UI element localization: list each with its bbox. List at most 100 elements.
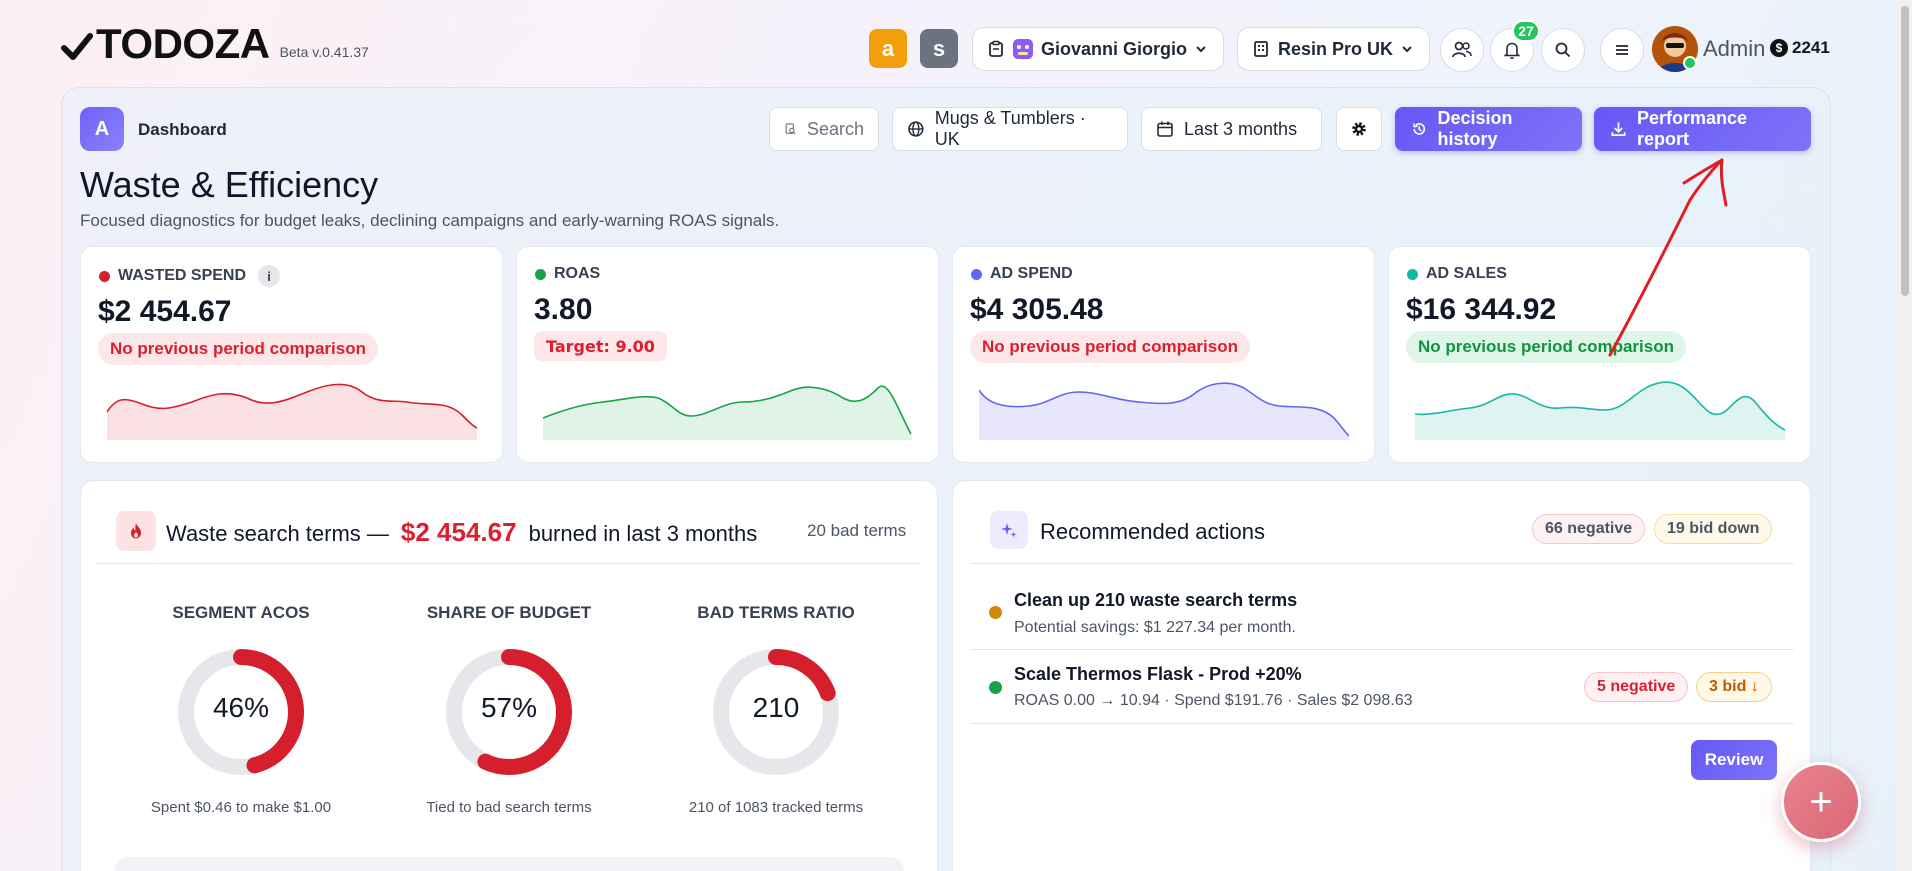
kpi-card-ad-spend[interactable]: AD SPEND $4 305.48 No previous period co… [952, 246, 1375, 463]
page-scrollbar-thumb[interactable] [1901, 6, 1909, 296]
search-field[interactable]: Search [769, 107, 879, 151]
bad-terms-count: 20 bad terms [807, 521, 907, 540]
kpi-header: ROAS [535, 265, 600, 283]
segment-label: Mugs & Tumblers · UK [934, 108, 1086, 149]
decision-history-button[interactable]: Decision history [1395, 107, 1582, 151]
chevron-down-icon [1196, 46, 1206, 53]
add-fab-button[interactable]: + [1781, 762, 1861, 842]
search-button[interactable] [1541, 28, 1585, 72]
bad-terms-ratio-gauge [713, 649, 839, 775]
gauge-arc [178, 649, 304, 775]
app-logo[interactable]: TODOZA Beta v.0.41.37 [60, 23, 369, 65]
credits-value: 2241 [1792, 38, 1830, 57]
row-divider [970, 723, 1794, 724]
avatar-image [1652, 26, 1698, 72]
quick-a-button[interactable]: a [869, 29, 907, 68]
account-name: Resin Pro UK [1278, 38, 1394, 59]
kpi-color-dot [1407, 268, 1418, 280]
workspace-selector[interactable]: Giovanni Giorgio [972, 27, 1224, 71]
top-bar: TODOZA Beta v.0.41.37 a s Giovanni Giorg… [0, 0, 1912, 90]
gauge-caption: 210 of 1083 tracked terms [688, 799, 864, 816]
chevron-down-icon [1402, 46, 1412, 53]
users-icon [1452, 41, 1472, 58]
action-title[interactable]: Clean up 210 waste search terms [1014, 590, 1298, 610]
ad-sales-sparkline [1415, 381, 1785, 440]
settings-button[interactable] [1336, 107, 1382, 151]
action-subtitle: ROAS 0.00 → 10.94 · Spend $191.76 · Sale… [1014, 692, 1413, 709]
checkmark-icon [61, 33, 93, 60]
decision-history-label: Decision history [1437, 108, 1513, 149]
credits-balance: $ 2241 [1770, 38, 1830, 58]
calendar-icon [1157, 121, 1173, 137]
online-status-dot [1683, 56, 1697, 70]
kpi-label: AD SPEND [990, 265, 1073, 282]
breadcrumb-label[interactable]: Dashboard [138, 120, 227, 139]
team-button[interactable] [1440, 28, 1484, 72]
gauge-value: 210 [752, 692, 800, 723]
gauge-caption: Tied to bad search terms [426, 799, 592, 816]
kpi-color-dot [971, 268, 982, 280]
kpi-value: $2 454.67 [98, 295, 232, 328]
coin-icon: $ [1770, 39, 1788, 57]
search-doc-icon [785, 123, 796, 135]
gauge-value: 57% [480, 692, 538, 723]
bid-down-tag: 3 bid ↓ [1696, 672, 1772, 702]
clipboard-icon [989, 40, 1003, 57]
gauge-arc [713, 649, 839, 775]
globe-icon [908, 121, 924, 137]
hamburger-menu-icon [1616, 45, 1628, 55]
kpi-value: $4 305.48 [970, 293, 1104, 326]
gauge-value: 46% [212, 692, 270, 723]
performance-report-button[interactable]: Performance report [1594, 107, 1811, 151]
gauge-arc [446, 649, 572, 775]
row-divider [970, 649, 1794, 650]
download-icon [1611, 122, 1626, 136]
waste-search-terms-card [80, 480, 938, 871]
wasted-spend-sparkline [107, 383, 477, 440]
notification-count-badge: 27 [1512, 20, 1540, 42]
user-avatar[interactable] [1652, 26, 1698, 72]
gauge-caption: Spent $0.46 to make $1.00 [150, 799, 332, 816]
info-icon[interactable]: i [258, 265, 281, 287]
page-subtitle: Focused diagnostics for budget leaks, de… [80, 211, 780, 230]
kpi-target-badge: Target: 9.00 [534, 331, 667, 361]
review-button[interactable]: Review [1691, 740, 1777, 780]
gear-icon [1352, 122, 1366, 136]
kpi-value: 3.80 [534, 293, 593, 326]
waste-card-title: Waste search terms — $2 454.67 burned in… [166, 517, 757, 548]
kpi-card-wasted-spend[interactable]: WASTED SPEND i $2 454.67 No previous per… [80, 246, 503, 463]
flame-icon [131, 523, 141, 539]
action-status-dot [989, 681, 1002, 694]
kpi-card-roas[interactable]: ROAS 3.80 Target: 9.00 [516, 246, 939, 463]
gauge-title: SHARE OF BUDGET [426, 603, 592, 622]
date-range-selector[interactable]: Last 3 months [1141, 107, 1322, 151]
segment-selector[interactable]: Mugs & Tumblers · UK [892, 107, 1128, 151]
user-name: Admin [1703, 36, 1766, 61]
flame-icon-box [116, 511, 156, 551]
waste-title-prefix: Waste search terms — [166, 521, 389, 546]
kpi-label: AD SALES [1426, 265, 1507, 282]
kpi-card-ad-sales[interactable]: AD SALES $16 344.92 No previous period c… [1388, 246, 1811, 463]
kpi-value: $16 344.92 [1406, 293, 1557, 326]
account-selector[interactable]: Resin Pro UK [1237, 27, 1430, 71]
search-label: Search [806, 118, 864, 139]
card-divider [970, 563, 1794, 564]
segment-acos-gauge [178, 649, 304, 775]
recommended-actions-title: Recommended actions [1040, 519, 1266, 544]
negative-count-tag: 66 negative [1532, 514, 1646, 544]
card-divider [97, 563, 920, 564]
building-icon [1254, 41, 1268, 57]
search-icon [1555, 42, 1571, 58]
kpi-header: AD SALES [1407, 265, 1507, 283]
history-icon [1413, 123, 1426, 135]
quick-s-button[interactable]: s [920, 29, 958, 68]
action-subtitle: Potential savings: $1 227.34 per month. [1014, 619, 1296, 636]
breadcrumb-avatar[interactable]: A [80, 107, 124, 151]
kpi-header: WASTED SPEND i [99, 265, 281, 287]
kpi-label: WASTED SPEND [118, 267, 247, 284]
page-title: Waste & Efficiency [80, 164, 379, 205]
performance-report-label: Performance report [1637, 108, 1748, 149]
gauge-title: SEGMENT ACOS [172, 603, 310, 622]
action-title[interactable]: Scale Thermos Flask - Prod +20% [1014, 664, 1302, 684]
menu-button[interactable] [1600, 28, 1644, 72]
